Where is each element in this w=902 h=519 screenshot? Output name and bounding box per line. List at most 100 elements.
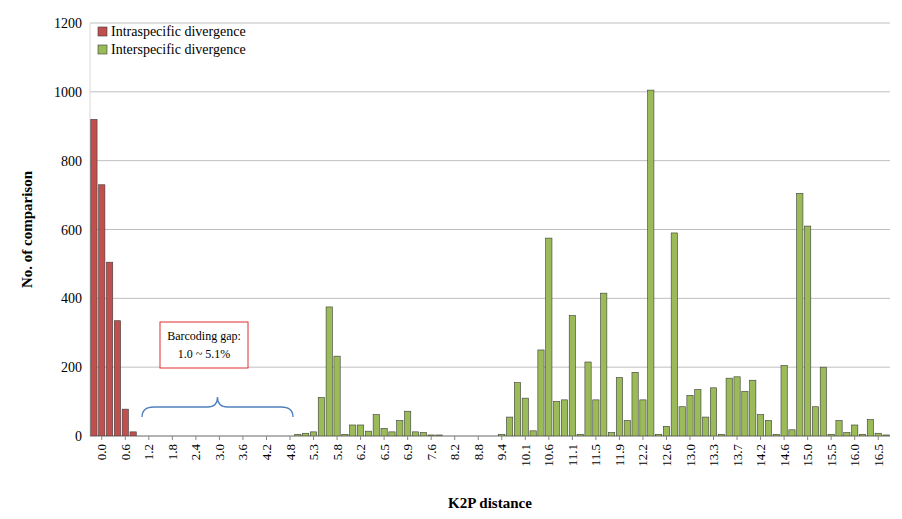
bar [483, 436, 489, 437]
bar [687, 395, 693, 436]
x-tick [760, 436, 761, 440]
bar [248, 436, 254, 437]
bar [279, 436, 285, 437]
bar [279, 436, 285, 437]
x-tick-label: 13.7 [730, 444, 745, 467]
bar [726, 378, 732, 436]
x-tick-label: 3.0 [212, 444, 227, 460]
bar [789, 430, 795, 436]
bar [177, 436, 183, 437]
annotation-box [160, 322, 248, 368]
bar [240, 436, 246, 437]
bar [146, 436, 152, 437]
bar [255, 436, 261, 437]
bar [844, 433, 850, 436]
x-tick-label: 8.2 [447, 444, 462, 460]
bar [389, 432, 395, 436]
bar [114, 321, 120, 436]
bars [91, 90, 889, 436]
bar [381, 428, 387, 436]
bar [350, 425, 356, 436]
bar [303, 433, 309, 436]
x-tick [337, 436, 338, 440]
bar [106, 262, 112, 436]
bar [185, 436, 191, 437]
y-tick-label: 400 [61, 291, 82, 306]
bar [232, 436, 238, 437]
x-tick-label: 4.2 [259, 444, 274, 460]
x-tick-label: 16.0 [847, 444, 862, 467]
x-tick [407, 436, 408, 440]
bar [750, 380, 756, 436]
x-tick [195, 436, 196, 440]
y-tick-label: 1200 [54, 16, 82, 31]
bar [248, 436, 254, 437]
bar [514, 383, 520, 436]
x-tick [854, 436, 855, 440]
x-tick [384, 436, 385, 440]
y-axis-line [90, 23, 91, 436]
bar [852, 425, 858, 436]
bar [459, 436, 465, 437]
bar [99, 436, 105, 437]
x-tick [595, 436, 596, 440]
x-tick [572, 436, 573, 440]
bar [773, 434, 779, 436]
x-tick [266, 436, 267, 440]
bar [491, 436, 497, 437]
legend-swatch [98, 45, 107, 54]
bar [452, 436, 458, 437]
bar [459, 436, 465, 437]
x-tick-label: 5.3 [306, 444, 321, 460]
bar [569, 316, 575, 436]
bar [632, 372, 638, 436]
bar [679, 407, 685, 436]
bar [240, 436, 246, 437]
x-tick [713, 436, 714, 440]
bar [334, 356, 340, 436]
x-tick [478, 436, 479, 440]
bar [452, 436, 458, 437]
grid-line [90, 91, 890, 92]
bar [506, 417, 512, 436]
x-axis-title: K2P distance [448, 495, 532, 511]
y-tick-label: 0 [75, 429, 82, 444]
bar [154, 436, 160, 437]
bar [208, 436, 214, 437]
x-tick-label: 8.8 [471, 444, 486, 460]
y-tick-label: 600 [61, 223, 82, 238]
legend-label: Interspecific divergence [111, 42, 246, 57]
x-tick-label: 0.0 [94, 444, 109, 460]
x-tick [878, 436, 879, 440]
bar [436, 436, 442, 437]
x-tick-label: 11.5 [588, 444, 603, 466]
x-tick [101, 436, 102, 440]
bar [405, 411, 411, 436]
legend-swatch [98, 27, 107, 36]
bar [608, 433, 614, 436]
bar [467, 436, 473, 437]
x-tick [242, 436, 243, 440]
x-tick [125, 436, 126, 440]
x-tick-label: 6.2 [353, 444, 368, 460]
bar [208, 436, 214, 437]
bar [530, 431, 536, 436]
x-tick-label: 10.6 [541, 444, 556, 467]
x-tick-label: 1.8 [165, 444, 180, 460]
bar [91, 436, 97, 437]
bar [130, 436, 136, 437]
bar [185, 436, 191, 437]
bar [483, 436, 489, 437]
bar [295, 434, 301, 436]
bar [757, 415, 763, 436]
grid-line [90, 229, 890, 230]
bar [397, 421, 403, 436]
bar [522, 398, 528, 436]
y-tick-label: 800 [61, 154, 82, 169]
x-tick-label: 11.9 [612, 444, 627, 466]
x-tick-label: 1.2 [141, 444, 156, 460]
legend-label: Intraspecific divergence [111, 24, 246, 39]
bar [491, 436, 497, 437]
bar [475, 436, 481, 437]
bar [742, 391, 748, 436]
